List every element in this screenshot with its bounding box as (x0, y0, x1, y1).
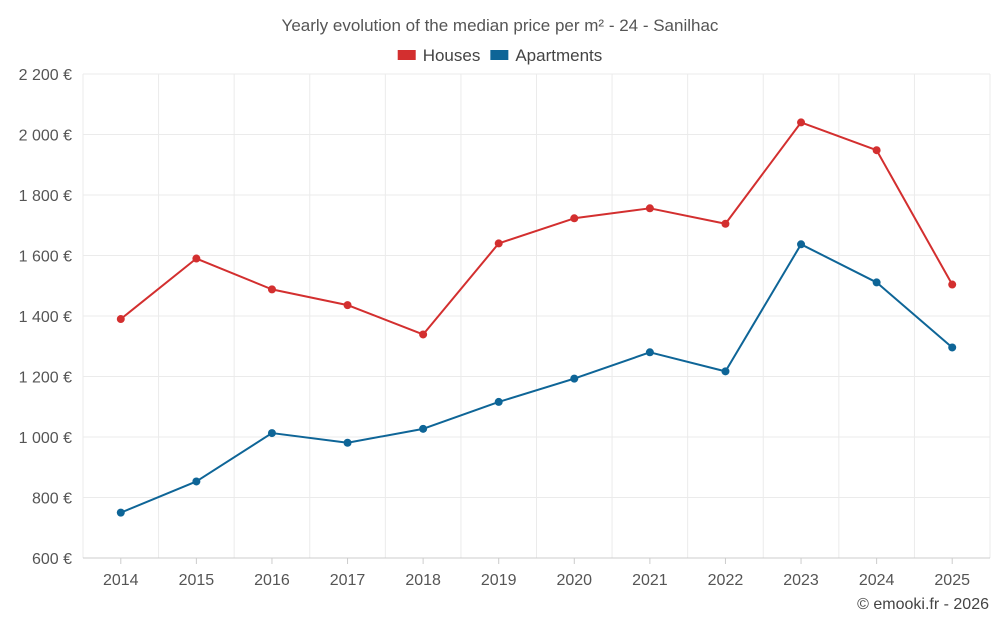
apartments-point[interactable] (570, 374, 579, 383)
houses-point[interactable] (419, 330, 428, 339)
legend-item-houses[interactable]: Houses (397, 46, 481, 65)
y-tick-label: 1 800 € (19, 188, 72, 205)
houses-line (120, 121, 954, 336)
legend-label: Apartments (515, 46, 602, 65)
houses-point[interactable] (948, 280, 957, 289)
credit-text: © emooki.fr - 2026 (857, 596, 989, 613)
y-tick-label: 1 200 € (19, 370, 72, 387)
apartments-point[interactable] (721, 367, 730, 376)
x-tick-label: 2022 (708, 572, 744, 589)
legend-swatch (490, 50, 509, 60)
x-tick-label: 2016 (254, 572, 290, 589)
x-tick-label: 2019 (481, 572, 517, 589)
gridlines (82, 73, 991, 559)
x-tick-label: 2025 (934, 572, 970, 589)
x-tick-label: 2023 (783, 572, 819, 589)
legend: Houses Apartments (397, 46, 602, 65)
x-tick-label: 2017 (330, 572, 366, 589)
x-axis: 2014 2015 2016 2017 2018 2019 2020 2021 2022 2023… (103, 558, 970, 589)
apartments-point[interactable] (645, 348, 654, 357)
houses-point[interactable] (872, 146, 881, 155)
legend-item-apartments[interactable]: Apartments (490, 46, 602, 65)
x-tick-label: 2021 (632, 572, 668, 589)
y-tick-label: 1 400 € (19, 309, 72, 326)
houses-point[interactable] (797, 118, 806, 127)
apartments-point[interactable] (267, 429, 276, 438)
y-tick-label: 1 600 € (19, 249, 72, 266)
x-tick-label: 2014 (103, 572, 139, 589)
houses-point[interactable] (494, 239, 503, 248)
apartments-point[interactable] (948, 343, 957, 352)
y-tick-label: 800 € (32, 491, 72, 508)
legend-label: Houses (423, 46, 481, 65)
houses-point[interactable] (192, 254, 201, 263)
series-layer (116, 118, 957, 517)
chart-title: Yearly evolution of the median price per… (282, 16, 719, 35)
houses-point[interactable] (116, 315, 125, 324)
x-tick-label: 2020 (556, 572, 592, 589)
houses-point[interactable] (721, 219, 730, 228)
apartments-point[interactable] (343, 438, 352, 447)
y-axis: 600 € 800 € 1 000 € 1 200 € 1 400 € 1 600 € 1 … (19, 67, 72, 568)
x-tick-label: 2015 (179, 572, 215, 589)
apartments-point[interactable] (116, 508, 125, 517)
x-tick-label: 2018 (405, 572, 441, 589)
apartments-point[interactable] (797, 240, 806, 249)
apartments-point[interactable] (872, 278, 881, 287)
houses-point[interactable] (645, 204, 654, 213)
apartments-line (120, 243, 953, 514)
y-tick-label: 2 200 € (19, 67, 72, 84)
y-tick-label: 1 000 € (19, 430, 72, 447)
houses-point[interactable] (570, 214, 579, 223)
apartments-point[interactable] (419, 424, 428, 433)
apartments-point[interactable] (494, 397, 503, 406)
houses-point[interactable] (343, 301, 352, 310)
y-tick-label: 2 000 € (19, 128, 72, 145)
x-tick-label: 2024 (859, 572, 895, 589)
houses-point[interactable] (267, 285, 276, 294)
legend-swatch (397, 50, 416, 60)
apartments-point[interactable] (192, 477, 201, 486)
y-tick-label: 600 € (32, 551, 72, 568)
